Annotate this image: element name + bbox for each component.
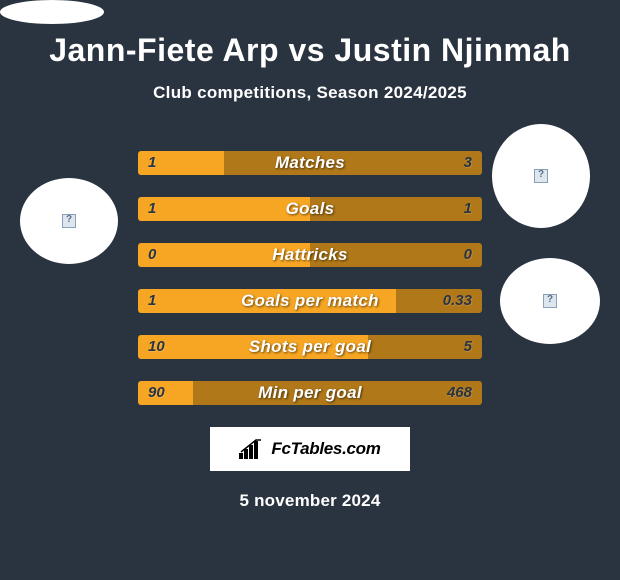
decor-circle-bottom-right <box>500 258 600 344</box>
stat-label: Hattricks <box>138 243 482 267</box>
stats-container: Matches13Goals11Hattricks00Goals per mat… <box>138 151 482 405</box>
stat-row: Goals1 1 <box>138 197 482 221</box>
stat-row: Shots per goal10 5 <box>138 335 482 359</box>
placeholder-icon <box>534 169 548 183</box>
stat-value-right: 0.33 <box>443 289 472 313</box>
stat-label: Matches <box>138 151 482 175</box>
stat-value-right: 0 <box>464 243 472 267</box>
stat-value-right: 1 <box>464 197 472 221</box>
stat-row: Goals per match1 0.33 <box>138 289 482 313</box>
page-title: Jann-Fiete Arp vs Justin Njinmah <box>0 24 620 69</box>
brand-text: FcTables.com <box>271 439 380 459</box>
stat-label: Goals per match <box>138 289 482 313</box>
stat-value-left: 1 <box>148 197 156 221</box>
stat-value-left: 1 <box>148 151 156 175</box>
stat-value-right: 3 <box>464 151 472 175</box>
stat-label: Goals <box>138 197 482 221</box>
placeholder-icon <box>62 214 76 228</box>
stat-label: Min per goal <box>138 381 482 405</box>
stat-value-left: 0 <box>148 243 156 267</box>
page-subtitle: Club competitions, Season 2024/2025 <box>0 83 620 103</box>
stat-value-right: 468 <box>447 381 472 405</box>
stat-value-right: 5 <box>464 335 472 359</box>
decor-circle-bottom-left <box>20 178 118 264</box>
brand-badge: FcTables.com <box>210 427 410 471</box>
stat-value-left: 90 <box>148 381 165 405</box>
stat-row: Hattricks0 0 <box>138 243 482 267</box>
stat-label: Shots per goal <box>138 335 482 359</box>
placeholder-icon <box>543 294 557 308</box>
stat-row: Matches1 3 <box>138 151 482 175</box>
decor-ellipse-top-left <box>0 0 104 24</box>
stat-value-left: 1 <box>148 289 156 313</box>
decor-circle-top-right <box>492 124 590 228</box>
stat-row: Min per goal90 468 <box>138 381 482 405</box>
brand-bars-icon <box>239 439 265 459</box>
footer-date: 5 november 2024 <box>0 491 620 511</box>
stat-value-left: 10 <box>148 335 165 359</box>
